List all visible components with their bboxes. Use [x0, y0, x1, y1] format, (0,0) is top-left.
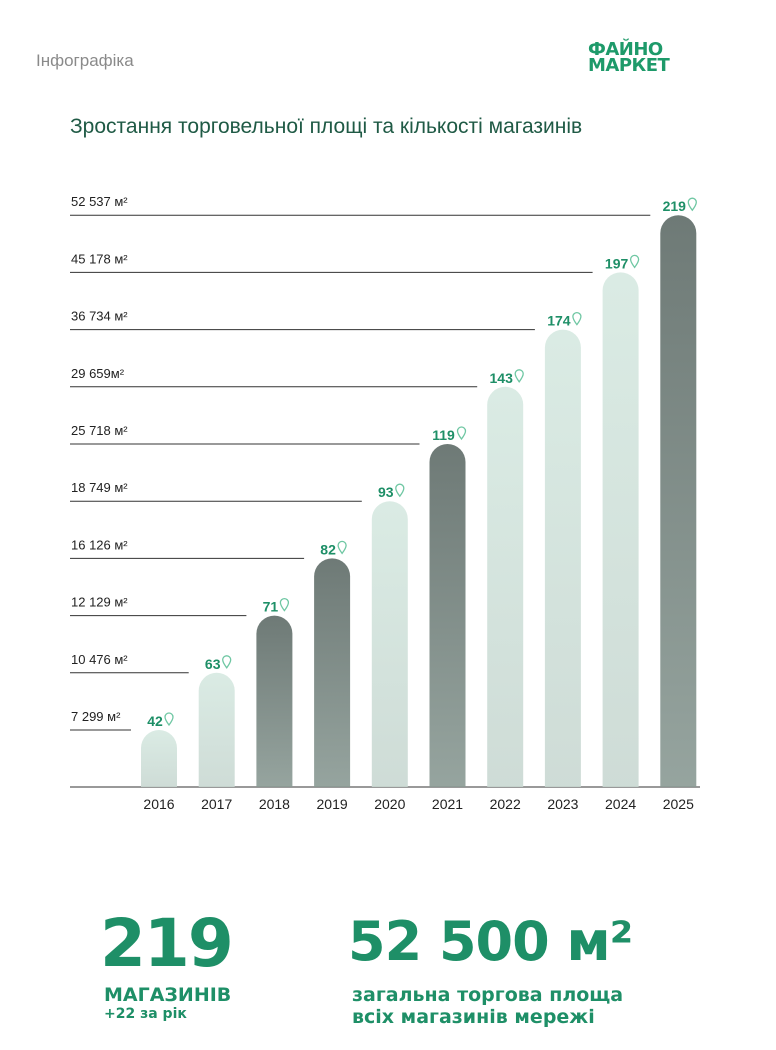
bar-2019 — [314, 558, 351, 787]
area-caption-1: загальна торгова площа — [352, 984, 624, 1006]
count-label: 143 — [490, 370, 514, 386]
count-label: 63 — [205, 656, 221, 672]
x-tick-label: 2021 — [432, 796, 463, 812]
count-label: 71 — [263, 599, 279, 615]
location-pin-icon — [395, 483, 405, 498]
area-label: 29 659м² — [71, 366, 125, 381]
area-label: 10 476 м² — [71, 652, 128, 667]
location-pin-icon — [514, 369, 524, 383]
bar-2022 — [487, 386, 524, 787]
logo-line2: МАРКЕТ — [588, 55, 670, 76]
location-pin-icon — [629, 254, 640, 269]
bar-2025 — [660, 215, 697, 787]
area-total: 52 500 м² — [348, 910, 633, 973]
bar-2023 — [544, 329, 581, 787]
location-pin-icon — [572, 311, 582, 326]
location-pin-icon — [164, 712, 174, 727]
area-label: 36 734 м² — [71, 309, 128, 324]
bar-2021 — [429, 444, 466, 787]
area-label: 12 129 м² — [71, 595, 128, 610]
x-tick-label: 2018 — [259, 796, 290, 812]
area-label: 45 178 м² — [71, 251, 128, 266]
x-tick-label: 2024 — [605, 796, 636, 812]
x-tick-label: 2022 — [490, 796, 521, 812]
x-tick-label: 2023 — [547, 796, 578, 812]
count-label: 174 — [547, 313, 571, 329]
area-label: 7 299 м² — [71, 709, 121, 724]
x-tick-label: 2017 — [201, 796, 232, 812]
bar-2016 — [141, 730, 177, 787]
brand-logo: ФАЙНО МАРКЕТ — [588, 39, 670, 76]
x-tick-label: 2025 — [663, 796, 694, 812]
area-label: 16 126 м² — [71, 537, 128, 552]
bar-chart: 2016 42 7 299 м² 2017 63 10 476 м² 2018 71 12 12… — [70, 194, 700, 812]
x-tick-label: 2020 — [374, 796, 405, 812]
stores-total: 219 — [100, 905, 234, 982]
logo-line1: ФАЙНО — [588, 39, 663, 60]
count-label: 197 — [605, 255, 629, 271]
count-label: 93 — [378, 484, 394, 500]
count-label: 82 — [320, 541, 336, 557]
area-label: 18 749 м² — [71, 480, 128, 495]
area-label: 52 537 м² — [71, 194, 128, 209]
area-label: 25 718 м² — [71, 423, 128, 438]
bar-2024 — [602, 272, 639, 787]
count-label: 119 — [432, 427, 455, 443]
count-label: 42 — [147, 713, 163, 729]
bar-2017 — [198, 672, 235, 787]
area-caption-2: всіх магазинів мережі — [352, 1006, 595, 1028]
x-tick-label: 2016 — [143, 796, 174, 812]
stores-delta: +22 за рік — [104, 1006, 187, 1022]
bar-2020 — [371, 501, 408, 787]
stores-label: МАГАЗИНІВ — [104, 984, 232, 1006]
location-pin-icon — [279, 597, 290, 612]
x-tick-label: 2019 — [317, 796, 348, 812]
chart-title: Зростання торговельної площі та кількост… — [70, 115, 583, 138]
location-pin-icon — [222, 655, 232, 669]
location-pin-icon — [337, 540, 347, 555]
bar-2018 — [256, 615, 293, 787]
section-label: Інфографіка — [36, 51, 134, 70]
location-pin-icon — [687, 197, 697, 212]
location-pin-icon — [456, 426, 467, 441]
count-label: 219 — [663, 198, 687, 214]
